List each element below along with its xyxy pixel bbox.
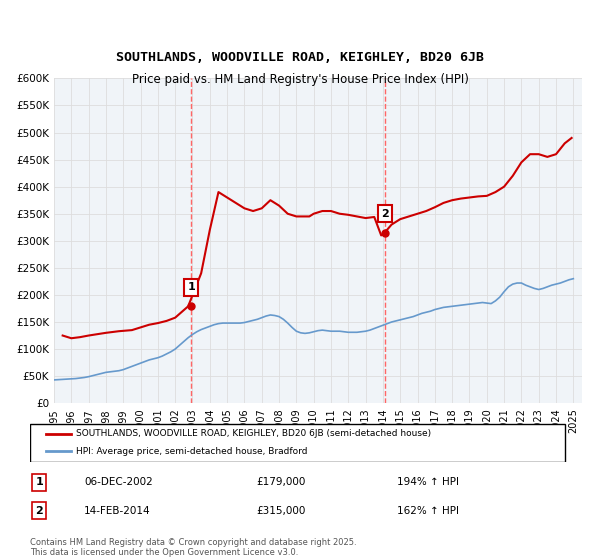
Text: £315,000: £315,000: [257, 506, 306, 516]
Text: 1: 1: [187, 282, 195, 292]
Text: Price paid vs. HM Land Registry's House Price Index (HPI): Price paid vs. HM Land Registry's House …: [131, 73, 469, 86]
FancyBboxPatch shape: [30, 424, 565, 461]
Text: SOUTHLANDS, WOODVILLE ROAD, KEIGHLEY, BD20 6JB (semi-detached house): SOUTHLANDS, WOODVILLE ROAD, KEIGHLEY, BD…: [76, 430, 431, 438]
Text: HPI: Average price, semi-detached house, Bradford: HPI: Average price, semi-detached house,…: [76, 446, 307, 455]
Text: 194% ↑ HPI: 194% ↑ HPI: [397, 478, 459, 488]
Text: 06-DEC-2002: 06-DEC-2002: [84, 478, 153, 488]
Text: 1: 1: [35, 478, 43, 488]
Text: SOUTHLANDS, WOODVILLE ROAD, KEIGHLEY, BD20 6JB: SOUTHLANDS, WOODVILLE ROAD, KEIGHLEY, BD…: [116, 52, 484, 64]
Text: 14-FEB-2014: 14-FEB-2014: [84, 506, 151, 516]
Text: 162% ↑ HPI: 162% ↑ HPI: [397, 506, 459, 516]
Text: 2: 2: [35, 506, 43, 516]
Text: 2: 2: [381, 209, 389, 219]
Text: Contains HM Land Registry data © Crown copyright and database right 2025.
This d: Contains HM Land Registry data © Crown c…: [30, 538, 356, 557]
Text: £179,000: £179,000: [257, 478, 306, 488]
